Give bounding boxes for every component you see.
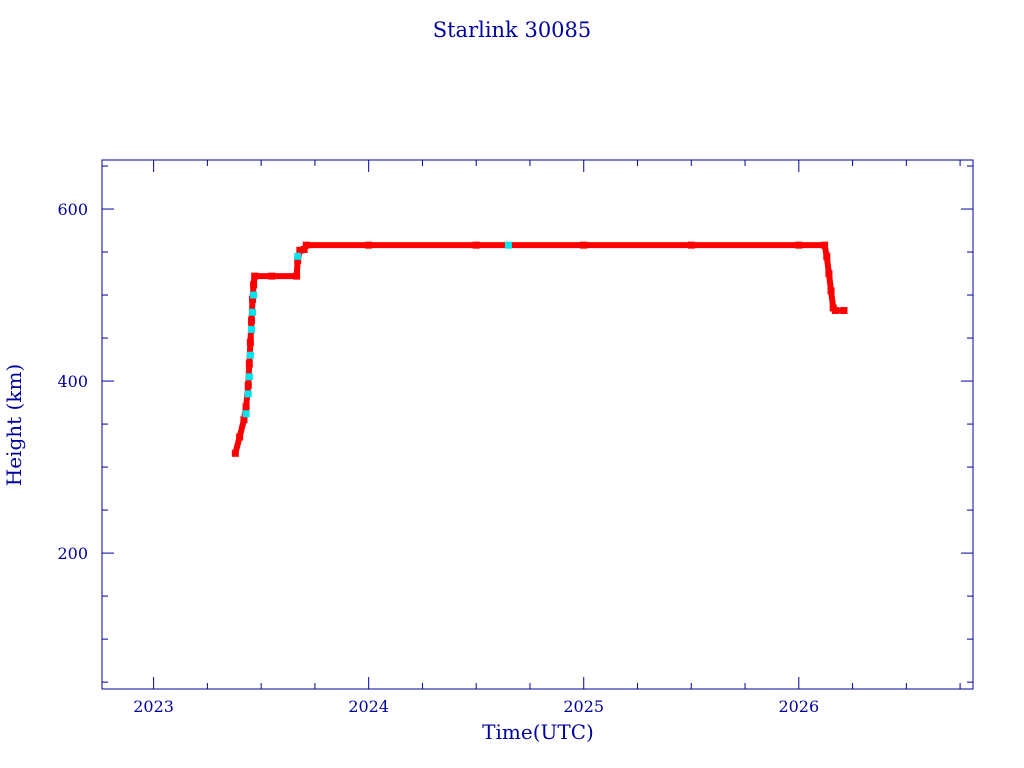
x-tick-label: 2023 xyxy=(133,697,174,716)
data-point-red xyxy=(246,338,254,346)
y-tick-label: 200 xyxy=(57,544,88,563)
data-point-red xyxy=(240,416,248,424)
y-tick-label: 400 xyxy=(57,372,88,391)
data-point-red xyxy=(231,449,239,457)
data-point-red xyxy=(795,241,803,249)
data-point-cyan xyxy=(242,410,250,418)
data-point-red xyxy=(840,307,848,315)
data-point-red xyxy=(831,307,839,315)
data-point-cyan xyxy=(247,325,255,333)
data-point-red xyxy=(827,287,835,295)
data-point-red xyxy=(247,317,255,325)
data-point-red xyxy=(472,241,480,249)
data-point-red xyxy=(242,403,250,411)
data-point-red xyxy=(687,241,695,249)
data-point-red xyxy=(244,381,252,389)
y-tick-label: 600 xyxy=(57,200,88,219)
data-point-red xyxy=(296,246,304,254)
data-point-red xyxy=(300,245,308,253)
x-axis-label: Time(UTC) xyxy=(482,720,594,744)
data-point-red xyxy=(249,295,257,303)
series-red-line xyxy=(232,242,844,455)
data-point-cyan xyxy=(244,390,252,398)
data-point-cyan xyxy=(246,351,254,359)
data-point-cyan xyxy=(250,291,258,299)
y-axis-label: Height (km) xyxy=(2,364,26,486)
data-point-red xyxy=(250,281,258,289)
chart-title: Starlink 30085 xyxy=(433,18,592,42)
plot-frame xyxy=(101,159,974,690)
data-point-red xyxy=(821,241,829,249)
data-point-red xyxy=(245,360,253,368)
data-point-red xyxy=(825,270,833,278)
data-point-cyan xyxy=(249,308,257,316)
data-point-red xyxy=(823,252,831,260)
x-tick-label: 2025 xyxy=(563,697,604,716)
data-point-cyan xyxy=(245,373,253,381)
data-point-red xyxy=(268,272,276,280)
x-tick-label: 2026 xyxy=(778,697,819,716)
data-point-red xyxy=(251,272,259,280)
data-point-red xyxy=(302,241,310,249)
data-point-red xyxy=(580,241,588,249)
data-point-red xyxy=(294,257,302,265)
data-point-cyan xyxy=(504,241,512,249)
data-point-red xyxy=(293,272,301,280)
data-point-cyan xyxy=(294,252,302,260)
x-tick-label: 2024 xyxy=(348,697,389,716)
data-point-red xyxy=(236,433,244,441)
data-point-red xyxy=(365,241,373,249)
